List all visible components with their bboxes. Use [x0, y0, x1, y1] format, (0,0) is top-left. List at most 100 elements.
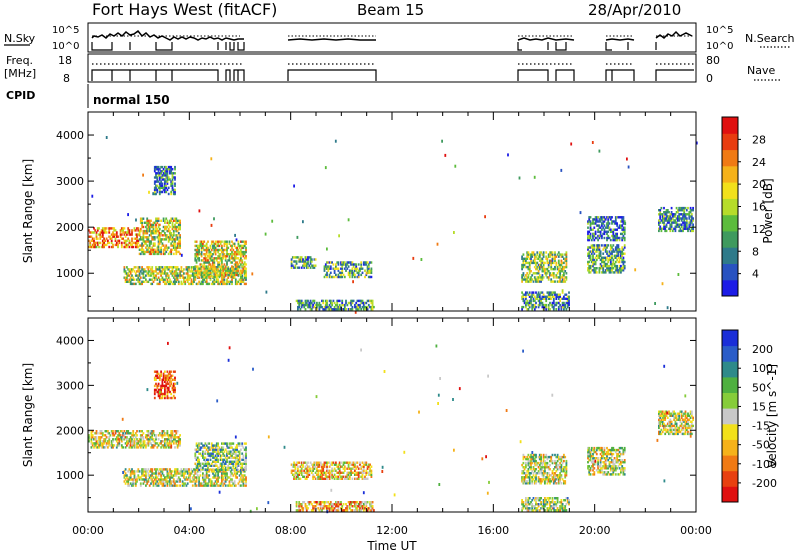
- power-cell: [231, 269, 233, 272]
- velocity-cell: [209, 480, 212, 483]
- velocity-cell: [162, 468, 165, 471]
- power-cell: [677, 211, 679, 214]
- power-cell: [587, 248, 589, 251]
- power-cell: [218, 271, 221, 274]
- power-cell: [620, 269, 622, 272]
- power-cell: [175, 272, 178, 275]
- velocity-cell: [355, 477, 358, 480]
- power-cell: [196, 265, 199, 268]
- velocity-cell: [142, 442, 145, 445]
- velocity-cell: [331, 473, 333, 476]
- power-cell: [592, 220, 594, 223]
- power-cell: [139, 248, 142, 251]
- power-cell: [164, 268, 166, 271]
- power-cell: [359, 305, 361, 309]
- velocity-cell: [305, 469, 308, 472]
- power-cell: [593, 248, 596, 251]
- velocity-cell: [295, 471, 298, 474]
- power-cell: [608, 267, 611, 270]
- power-cell: [357, 263, 360, 266]
- velocity-cell: [186, 478, 189, 481]
- power-cell: [232, 267, 235, 270]
- power-cell: [371, 303, 374, 307]
- velocity-cell: [215, 484, 218, 487]
- velocity-cell: [105, 444, 108, 447]
- power-cell: [238, 246, 241, 250]
- power-cell: [158, 240, 161, 243]
- power-cell: [542, 293, 545, 296]
- velocity-cell: [99, 438, 102, 441]
- power-cell: [612, 258, 615, 262]
- power-cell: [538, 303, 541, 307]
- power-cell: [617, 246, 620, 249]
- velocity-cell: [242, 446, 245, 449]
- power-cell: [175, 270, 178, 273]
- power-cell: [364, 261, 366, 264]
- velocity-cell: [150, 430, 152, 433]
- velocity-cell: [361, 473, 364, 476]
- power-cell: [112, 235, 114, 238]
- velocity-cell: [243, 474, 246, 477]
- power-cell: [208, 282, 211, 286]
- power-cell: [157, 223, 160, 227]
- velocity-cell: [215, 464, 218, 467]
- power-cell: [354, 269, 356, 272]
- power-cell: [606, 226, 608, 229]
- power-cell: [174, 227, 176, 231]
- velocity-cell: [217, 478, 219, 481]
- velocity-cell: [213, 468, 216, 472]
- velocity-cell: [335, 463, 337, 466]
- velocity-cell: [123, 470, 126, 473]
- power-cell: [521, 263, 523, 267]
- velocity-cell: [165, 376, 168, 379]
- power-cell: [623, 238, 626, 242]
- power-cell: [236, 257, 238, 260]
- velocity-cell: [188, 470, 190, 473]
- power-cell: [326, 267, 328, 270]
- power-cell: [564, 303, 567, 307]
- power-cell: [623, 252, 626, 255]
- power-cell: [96, 237, 99, 240]
- power-cell: [176, 229, 179, 233]
- power-cell: [337, 299, 340, 303]
- velocity-cell: [152, 484, 155, 487]
- power-cell: [224, 282, 227, 286]
- velocity-cell: [166, 484, 169, 487]
- power-cell: [162, 219, 165, 222]
- power-cell: [227, 253, 230, 256]
- power-cell: [235, 238, 238, 242]
- velocity-cell: [191, 478, 194, 481]
- velocity-cell: [167, 376, 170, 379]
- power-cell: [208, 263, 211, 266]
- velocity-cell: [195, 444, 198, 447]
- power-cell: [367, 299, 370, 303]
- power-cell: [588, 216, 591, 219]
- velocity-cell: [231, 480, 233, 483]
- velocity-cell: [155, 388, 157, 392]
- power-cell: [237, 267, 240, 270]
- power-cell: [620, 250, 622, 253]
- power-cell: [172, 244, 175, 247]
- power-cell: [153, 180, 156, 183]
- velocity-cell: [236, 470, 238, 473]
- velocity-cell: [317, 461, 320, 464]
- power-cell: [153, 229, 156, 233]
- power-cell: [137, 245, 140, 249]
- velocity-cell: [207, 464, 209, 467]
- velocity-cell: [305, 471, 308, 474]
- power-cell: [142, 274, 145, 277]
- power-cell: [155, 192, 157, 196]
- velocity-cell: [316, 463, 318, 466]
- power-cell: [533, 261, 536, 265]
- power-cell: [147, 236, 150, 239]
- velocity-cell: [172, 438, 175, 441]
- power-cell: [616, 232, 618, 236]
- power-cell: [546, 267, 549, 271]
- power-cell: [313, 264, 316, 267]
- power-cell: [134, 272, 137, 275]
- power-cell: [167, 229, 170, 233]
- power-cell: [148, 225, 151, 229]
- velocity-cell: [228, 442, 231, 445]
- velocity-cell: [305, 473, 308, 476]
- power-cell: [180, 253, 183, 257]
